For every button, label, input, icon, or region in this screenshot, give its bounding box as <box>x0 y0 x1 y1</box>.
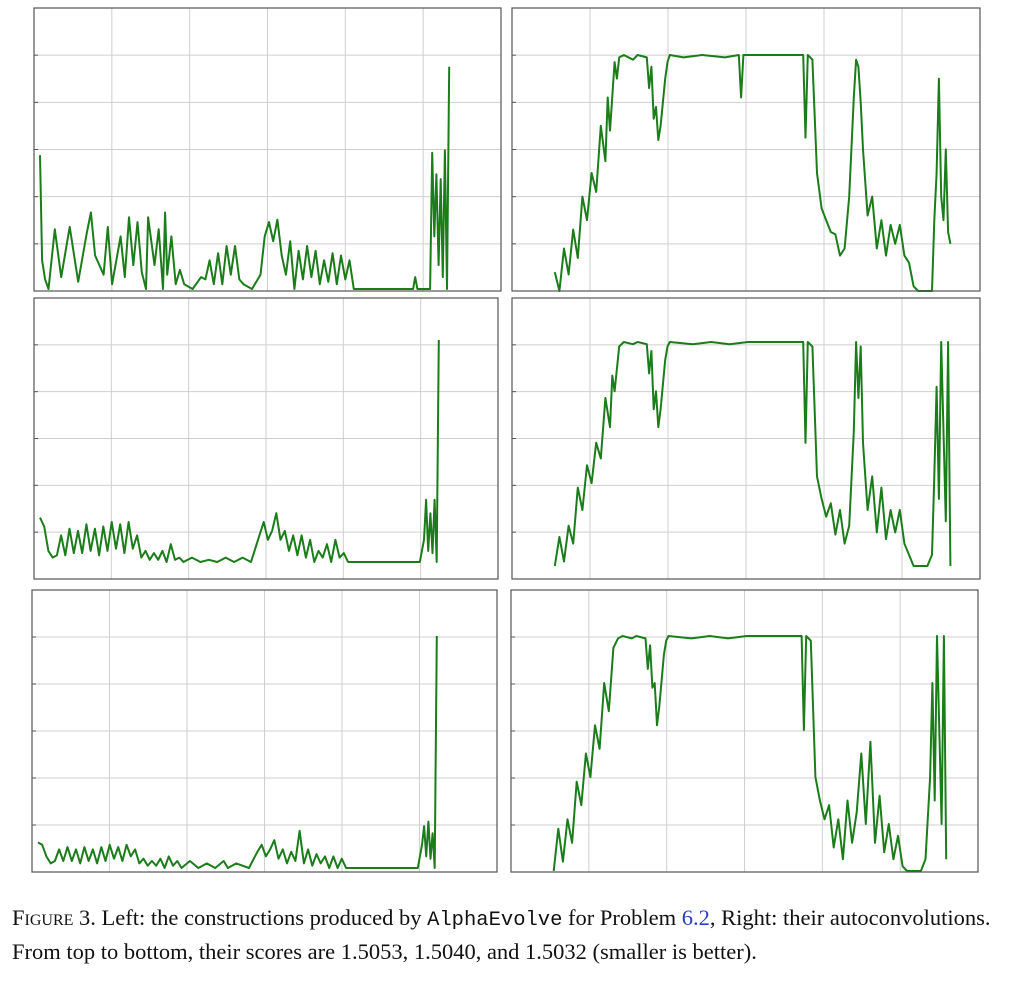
data-line-series <box>39 339 440 563</box>
data-line-series <box>37 635 438 869</box>
plot-frame <box>31 589 498 873</box>
plot-frame <box>33 7 502 292</box>
problem-reference-link[interactable]: 6.2 <box>681 905 710 930</box>
data-line-series <box>553 341 952 567</box>
caption-text-3: , Right: their autoconvolutions. From to… <box>12 905 991 964</box>
data-line-series <box>39 66 451 290</box>
panel-left-row1 <box>33 7 502 292</box>
plot-frame <box>510 589 979 873</box>
data-line-series <box>552 635 948 872</box>
panel-right-row3 <box>510 589 979 873</box>
caption-text-2: for Problem <box>568 905 677 930</box>
panel-right-row2 <box>511 297 981 580</box>
panel-right-row1 <box>511 7 981 292</box>
panel-left-row3 <box>31 589 498 873</box>
figure-label: Figure 3. <box>12 905 96 930</box>
figure-caption: Figure 3. Left: the constructions produc… <box>12 903 1012 967</box>
plot-frame <box>511 7 981 292</box>
panel-left-row2 <box>33 297 499 580</box>
plot-frame <box>511 297 981 580</box>
caption-code-name: AlphaEvolve <box>427 909 563 932</box>
plot-frame <box>33 297 499 580</box>
caption-text-1: Left: the constructions produced by <box>101 905 422 930</box>
data-line-series <box>553 54 952 292</box>
